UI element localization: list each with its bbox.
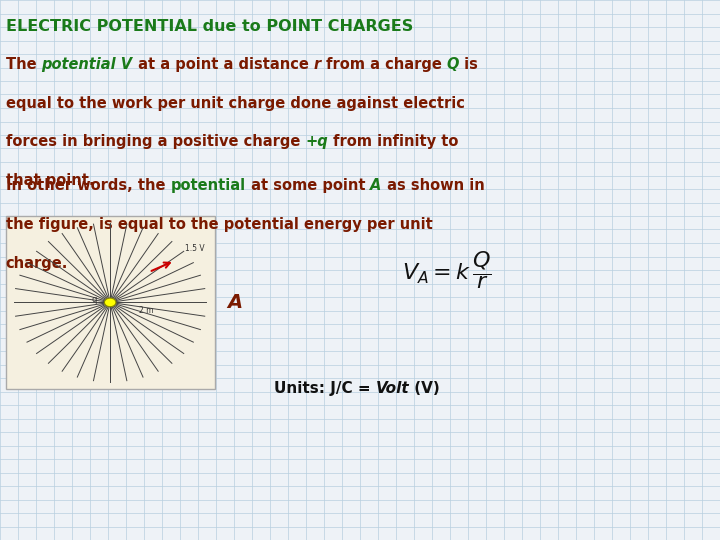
Text: potential V: potential V xyxy=(42,57,132,72)
Text: that point.: that point. xyxy=(6,173,94,188)
Text: 1.5 V: 1.5 V xyxy=(185,244,205,253)
Text: In other words, the: In other words, the xyxy=(6,178,171,193)
Text: +q: +q xyxy=(305,134,328,150)
Text: at some point: at some point xyxy=(246,178,370,193)
Text: is: is xyxy=(459,57,478,72)
Text: Q: Q xyxy=(447,57,459,72)
Text: A: A xyxy=(227,293,242,312)
Circle shape xyxy=(104,298,116,307)
Text: Units: J/C =: Units: J/C = xyxy=(274,381,375,396)
Text: potential: potential xyxy=(171,178,246,193)
Text: ELECTRIC POTENTIAL due to POINT CHARGES: ELECTRIC POTENTIAL due to POINT CHARGES xyxy=(6,19,413,34)
Text: from a charge: from a charge xyxy=(321,57,447,72)
Text: at a point a distance: at a point a distance xyxy=(132,57,314,72)
Bar xyxy=(6,216,215,389)
Text: The: The xyxy=(6,57,42,72)
Text: q: q xyxy=(91,295,97,304)
Text: charge.: charge. xyxy=(6,256,68,271)
Text: forces in bringing a positive charge: forces in bringing a positive charge xyxy=(6,134,305,150)
Text: $V_A = k\,\dfrac{Q}{r}$: $V_A = k\,\dfrac{Q}{r}$ xyxy=(402,249,491,291)
Text: Volt: Volt xyxy=(375,381,409,396)
Text: as shown in: as shown in xyxy=(382,178,485,193)
Text: 2 m: 2 m xyxy=(139,306,153,315)
Text: from infinity to: from infinity to xyxy=(328,134,459,150)
Text: the figure, is equal to the potential energy per unit: the figure, is equal to the potential en… xyxy=(6,217,433,232)
Text: r: r xyxy=(314,57,321,72)
Text: A: A xyxy=(370,178,382,193)
Text: (V): (V) xyxy=(409,381,440,396)
Text: equal to the work per unit charge done against electric: equal to the work per unit charge done a… xyxy=(6,96,464,111)
